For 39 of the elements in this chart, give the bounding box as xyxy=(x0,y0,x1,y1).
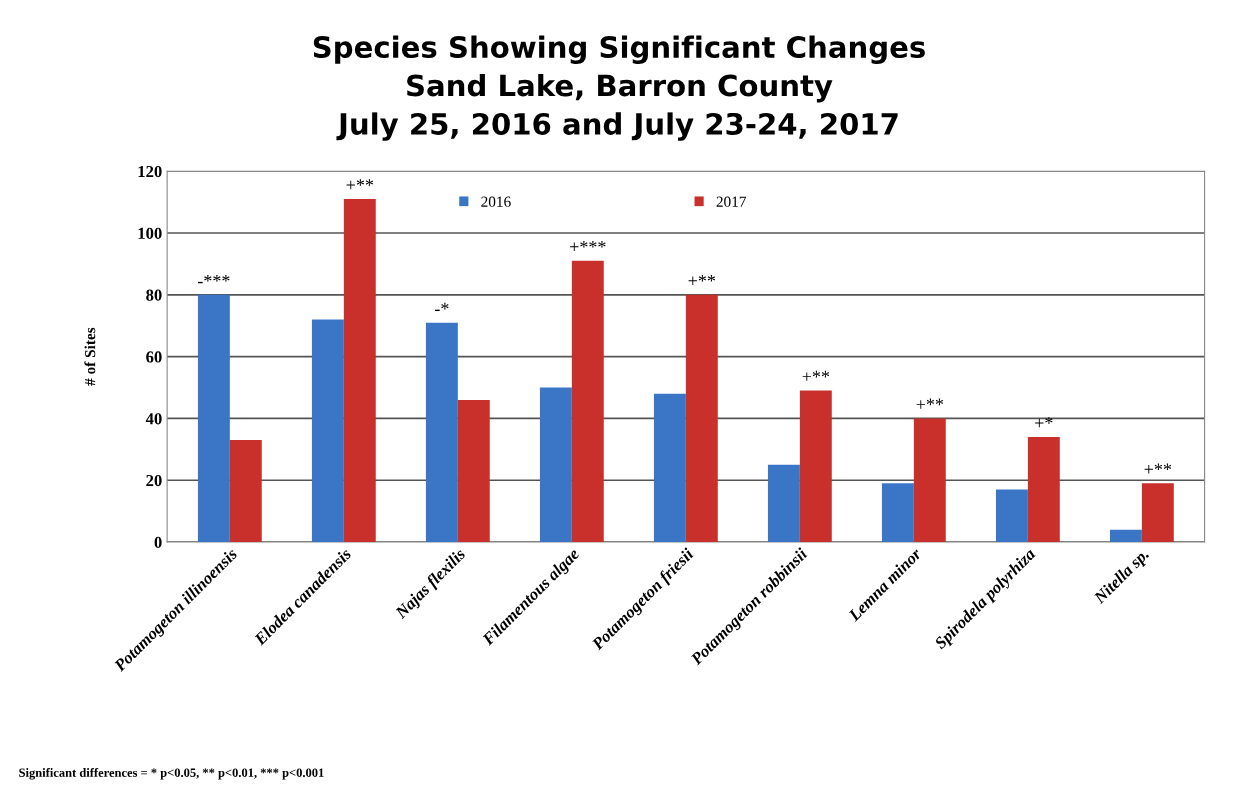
annotation: -* xyxy=(435,302,449,312)
bar xyxy=(539,387,572,543)
bar xyxy=(457,399,490,543)
annotation: +** xyxy=(916,398,944,409)
y-tick-label: 100 xyxy=(138,227,162,239)
bar xyxy=(197,294,230,543)
y-tick-label: 0 xyxy=(154,536,162,548)
y-tick-label: 20 xyxy=(146,474,162,487)
y-tick-label: 60 xyxy=(146,351,162,363)
bar xyxy=(1109,529,1142,543)
bar xyxy=(1027,436,1060,543)
bar xyxy=(229,440,262,543)
annotation: -*** xyxy=(198,274,230,284)
bar xyxy=(995,489,1028,543)
bar xyxy=(913,418,946,543)
annotation: +** xyxy=(688,274,716,286)
legend-label: 2017 xyxy=(716,196,747,207)
annotation: +** xyxy=(802,370,830,381)
bar xyxy=(799,390,832,543)
legend-label: 2016 xyxy=(481,196,511,207)
bar xyxy=(1141,483,1174,543)
bar xyxy=(767,464,800,543)
annotation: +** xyxy=(1144,463,1172,474)
bar xyxy=(311,319,344,543)
annotation: +* xyxy=(1035,417,1053,428)
chart-title: Species Showing Significant Changes Sand Lake, Barron County July 25, 2016 and July 23-24, 2017 xyxy=(313,35,925,141)
bar xyxy=(653,393,686,543)
bar xyxy=(685,294,718,543)
bar xyxy=(881,483,914,543)
annotation: +** xyxy=(346,179,374,190)
y-tick-label: 80 xyxy=(146,289,162,301)
y-tick-label: 40 xyxy=(145,413,162,425)
y-axis-title: # of Sites xyxy=(84,327,96,386)
text: Significant differences = * p<0.05, ** p<0.01, *** p<0.001 xyxy=(19,767,324,780)
bar xyxy=(571,260,604,543)
annotation: +*** xyxy=(570,240,606,252)
bar xyxy=(425,322,458,543)
bar xyxy=(343,199,376,543)
y-tick-label: 120 xyxy=(138,165,162,178)
